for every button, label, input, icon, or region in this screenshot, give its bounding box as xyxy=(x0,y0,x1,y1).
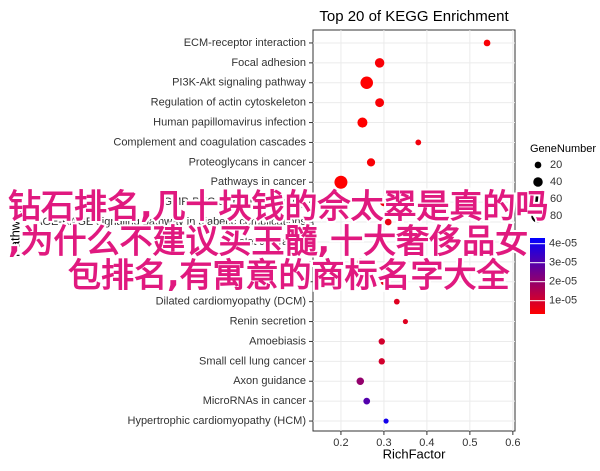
colorbar-label: 4e-05 xyxy=(549,238,577,250)
legend-label: 80 xyxy=(550,210,562,222)
x-tick-label: 0.2 xyxy=(333,437,348,449)
point xyxy=(393,298,400,305)
y-tick-label: MicroRNAs in cancer xyxy=(203,395,307,407)
point xyxy=(379,198,389,207)
y-tick-label: Human papillomavirus infection xyxy=(153,116,306,128)
legend-size-key xyxy=(532,193,544,205)
legend-label: 60 xyxy=(550,193,562,205)
point xyxy=(366,158,376,167)
y-tick-label: Platelet activation xyxy=(220,236,306,248)
y-axis-label: Pathway xyxy=(7,207,22,257)
y-tick-label: Dilated cardiomyopathy (DCM) xyxy=(156,296,306,308)
legend-size-key xyxy=(531,209,545,223)
x-tick-label: 0.6 xyxy=(505,437,520,449)
y-tick-label: Small cell lung cancer xyxy=(199,355,306,367)
point xyxy=(334,175,348,189)
colorbar xyxy=(530,238,545,314)
point xyxy=(383,418,389,424)
point xyxy=(356,377,365,385)
y-tick-label: Renin secretion xyxy=(230,315,306,327)
y-tick-label: PI3K-Akt signaling pathway xyxy=(172,77,306,89)
point xyxy=(384,218,392,226)
point xyxy=(375,98,385,108)
y-tick-label: Axon guidance xyxy=(233,375,306,387)
watermark: 钻石排名,几十块钱的佘太翠是真的吗 ,为什么不建议买玉髓,十大奢侈品女 包排名,… xyxy=(6,185,551,297)
y-tick-label: Amoebiasis xyxy=(249,335,306,347)
legend-size-key xyxy=(533,177,543,187)
legend-label: 20 xyxy=(550,159,562,171)
overlay-text: 包排名,有寓意的商标名字大全 xyxy=(68,256,511,295)
y-tick-label: Hypertrophic cardiomyopathy (HCM) xyxy=(128,415,307,427)
colorbar-label: 1e-05 xyxy=(549,295,577,307)
colorbar-label: 2e-05 xyxy=(549,276,577,288)
legend-size-key xyxy=(534,161,542,169)
chart-title: Top 20 of KEGG Enrichment xyxy=(319,8,509,25)
x-tick-label: 0.5 xyxy=(462,437,477,449)
legend-label: 40 xyxy=(550,176,562,188)
y-tick-label: Focal adhesion xyxy=(231,57,306,69)
point xyxy=(402,318,409,325)
y-tick-label: Complement and coagulation cascades xyxy=(113,136,306,148)
point xyxy=(374,58,385,68)
point xyxy=(378,238,386,246)
point xyxy=(360,76,373,90)
y-tick-label: ECM-receptor interaction xyxy=(184,37,306,49)
y-tick-label: AGE-RAGE signaling pathway in diabetic c… xyxy=(35,216,306,228)
y-tick-label: Regulation of actin cytoskeleton xyxy=(151,97,306,109)
overlay-text: ,为什么不建议买玉髓,十大奢侈品女 xyxy=(8,222,528,261)
y-tick-label: cGMP-PKG signaling pathway xyxy=(158,196,306,208)
point xyxy=(378,338,385,345)
point xyxy=(483,39,491,47)
size-legend-title: GeneNumber xyxy=(530,143,596,155)
x-axis-label: RichFactor xyxy=(383,446,447,461)
x-tick-label: 0.4 xyxy=(419,437,434,449)
point xyxy=(357,117,368,128)
overlay-text: 钻石排名,几十块钱的佘太翠是真的吗 xyxy=(8,187,549,226)
point xyxy=(356,258,364,266)
point xyxy=(363,397,371,405)
x-tick-label: 0.3 xyxy=(376,437,391,449)
plot-panel xyxy=(312,29,516,432)
point xyxy=(415,139,422,146)
point xyxy=(378,358,385,365)
colorbar-label: 3e-05 xyxy=(549,257,577,269)
y-tick-label: Proteoglycans in cancer xyxy=(189,156,307,168)
y-tick-label: Pathways in cancer xyxy=(211,176,307,188)
point xyxy=(380,278,388,286)
